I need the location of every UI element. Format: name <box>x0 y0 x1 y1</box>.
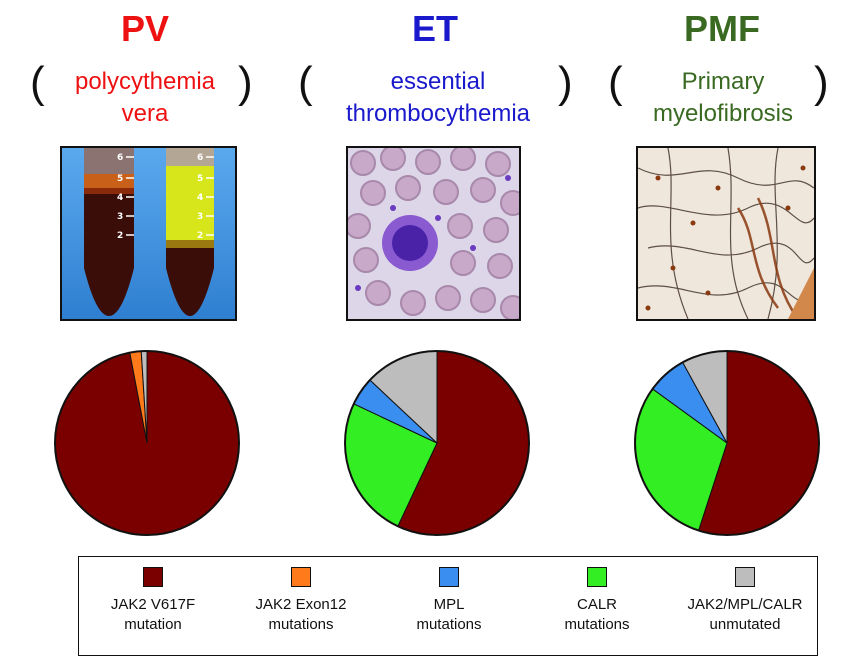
legend-swatch-jak2-exon12 <box>291 567 311 587</box>
svg-text:6: 6 <box>117 153 123 163</box>
pmf-subtitle-line1: Primary <box>681 68 765 95</box>
pmf-close-paren: ) <box>814 58 829 107</box>
et-subtitle-line1: essential <box>390 68 486 95</box>
svg-text:5: 5 <box>117 174 123 184</box>
pmf-pie-chart <box>634 350 820 536</box>
legend-item-jak2-exon12: JAK2 Exon12 mutations <box>227 567 375 635</box>
pv-open-paren: ( <box>30 58 45 107</box>
svg-text:4: 4 <box>117 193 123 203</box>
pie-outline-pv <box>54 350 240 536</box>
pmf-subtitle-line2: myelofibrosis <box>652 100 794 127</box>
legend-label-line2: mutations <box>416 616 482 633</box>
marrow-biopsy-illustration <box>638 148 814 319</box>
pmf-marrow-biopsy-image <box>636 146 816 321</box>
legend-swatch-calr <box>587 567 607 587</box>
et-title: ET <box>411 8 458 49</box>
svg-text:6: 6 <box>197 153 203 163</box>
pv-pie-chart <box>54 350 240 536</box>
legend-item-mpl: MPL mutations <box>375 567 523 635</box>
et-open-paren: ( <box>298 58 313 107</box>
et-blood-smear-image <box>346 146 521 321</box>
svg-text:4: 4 <box>197 193 203 203</box>
et-subtitle-line2: thrombocythemia <box>345 100 531 127</box>
legend-label-line1: CALR <box>576 596 617 613</box>
svg-text:2: 2 <box>117 231 123 241</box>
legend-swatch-jak2-v617f <box>143 567 163 587</box>
pv-blood-tubes-image: 6 5 4 3 2 6 5 4 3 2 <box>60 146 237 321</box>
svg-text:2: 2 <box>197 231 203 241</box>
legend-label-line2: unmutated <box>709 616 781 633</box>
legend-label-line1: JAK2 Exon12 <box>255 596 347 613</box>
et-close-paren: ) <box>558 58 573 107</box>
blood-smear-illustration <box>348 148 519 319</box>
pmf-open-paren: ( <box>608 58 623 107</box>
legend-item-calr: CALR mutations <box>523 567 671 635</box>
legend-label-line1: MPL <box>433 596 465 613</box>
legend-item-jak2-v617f: JAK2 V617F mutation <box>79 567 227 635</box>
legend-label-line1: JAK2/MPL/CALR <box>687 596 803 613</box>
svg-text:3: 3 <box>197 212 203 222</box>
pv-subtitle-line2: vera <box>121 100 169 127</box>
et-pie-chart <box>344 350 530 536</box>
pie-charts <box>54 350 820 536</box>
pv-subtitle-line1: polycythemia <box>74 68 216 95</box>
legend: JAK2 V617F mutation JAK2 Exon12 mutation… <box>78 556 818 656</box>
pie-outline-pmf <box>634 350 820 536</box>
legend-label-line2: mutation <box>124 616 182 633</box>
pv-close-paren: ) <box>238 58 253 107</box>
pv-title: PV <box>120 8 170 49</box>
pie-outline-et <box>344 350 530 536</box>
legend-item-unmutated: JAK2/MPL/CALR unmutated <box>671 567 819 635</box>
svg-text:3: 3 <box>117 212 123 222</box>
legend-label-line1: JAK2 V617F <box>110 596 196 613</box>
legend-label-line2: mutations <box>564 616 630 633</box>
legend-swatch-unmutated <box>735 567 755 587</box>
blood-tubes-illustration: 6 5 4 3 2 6 5 4 3 2 <box>84 148 214 316</box>
pmf-title: PMF <box>684 8 760 49</box>
legend-swatch-mpl <box>439 567 459 587</box>
svg-text:5: 5 <box>197 174 203 184</box>
legend-label-line2: mutations <box>268 616 334 633</box>
